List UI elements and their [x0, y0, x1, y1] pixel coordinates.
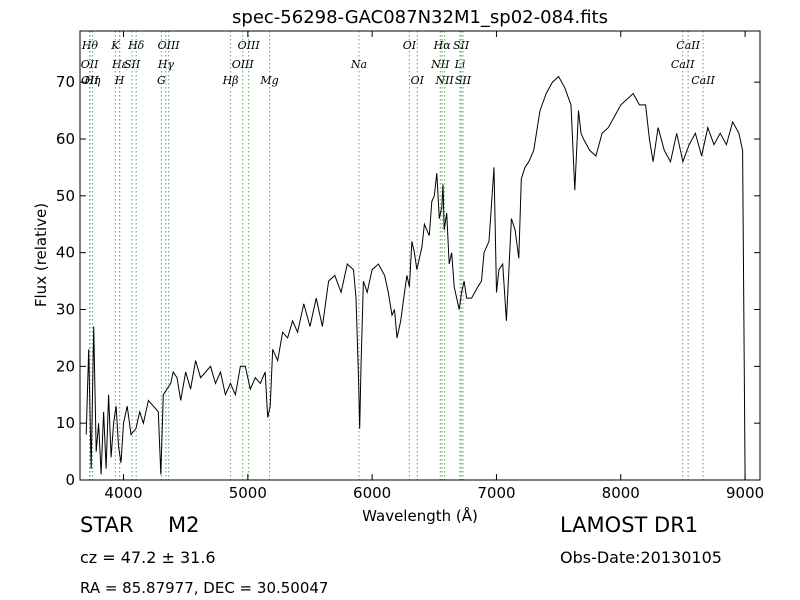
spectral-line-label: Hδ	[127, 39, 145, 52]
x-tick-label: 8000	[602, 484, 640, 502]
object-subclass: M2	[168, 513, 200, 537]
y-tick-label: 20	[56, 357, 75, 375]
chart-title: spec-56298-GAC087N32M1_sp02-084.fits	[232, 7, 608, 28]
spectral-line-label: CaII	[691, 74, 715, 87]
spectrum-line	[85, 75, 747, 481]
ra-dec-coordinates: RA = 85.87977, DEC = 30.50047	[80, 579, 329, 597]
spectral-line-label: Hη	[83, 74, 101, 87]
spectral-line-label: G	[157, 74, 166, 87]
y-tick-label: 30	[56, 300, 75, 318]
spectral-line-label: CaII	[676, 39, 700, 52]
redshift-cz: cz = 47.2 ± 31.6	[80, 548, 216, 567]
spectral-line-label: Hθ	[81, 39, 99, 52]
x-tick-label: 7000	[477, 484, 515, 502]
spectral-line-label: OIII	[158, 39, 181, 52]
survey-name: LAMOST DR1	[560, 513, 699, 537]
spectral-line-label: Hα	[433, 39, 452, 52]
x-tick-label: 9000	[726, 484, 764, 502]
spectral-line-label: OI	[411, 74, 425, 87]
x-tick-label: 5000	[229, 484, 267, 502]
spectral-line-label: Mg	[259, 74, 278, 87]
y-tick-label: 70	[56, 73, 75, 91]
spectral-line-label: H	[114, 74, 125, 87]
spectral-line-label: Hγ	[157, 58, 175, 71]
spectral-line-label: SII	[453, 39, 470, 52]
plot-frame	[79, 30, 761, 481]
spectral-line-label: SII	[455, 74, 472, 87]
x-axis-label: Wavelength (Å)	[362, 506, 478, 525]
x-tick-label: 6000	[353, 484, 391, 502]
y-tick-label: 0	[65, 471, 75, 489]
spectral-line-label: SII	[124, 58, 141, 71]
y-axis-label: Flux (relative)	[32, 203, 50, 307]
observation-date: Obs-Date:20130105	[560, 548, 722, 567]
spectral-line-label: OI	[403, 39, 417, 52]
spectral-line-label: CaII	[671, 58, 695, 71]
spectral-line-label: Na	[350, 58, 367, 71]
spectral-line-label: NII	[430, 58, 450, 71]
spectral-line-label: OII	[81, 74, 99, 87]
spectral-line-label: K	[110, 39, 120, 52]
x-tick-label: 4000	[104, 484, 142, 502]
y-tick-label: 50	[56, 187, 75, 205]
y-tick-label: 10	[56, 414, 75, 432]
spectral-line-label: Li	[454, 58, 466, 71]
spectral-line-label: OIII	[232, 58, 255, 71]
object-class: STAR	[80, 513, 134, 537]
spectral-line-label: OIII	[238, 39, 261, 52]
y-tick-label: 60	[56, 130, 75, 148]
spectral-line-label: Hβ	[222, 74, 239, 87]
y-tick-label: 40	[56, 244, 75, 262]
axis-ticks: 4000 5000 6000 7000 8000 9000 0 10 20 30 40 50 60 70	[56, 31, 764, 502]
spectral-line-label: NII	[434, 74, 454, 87]
